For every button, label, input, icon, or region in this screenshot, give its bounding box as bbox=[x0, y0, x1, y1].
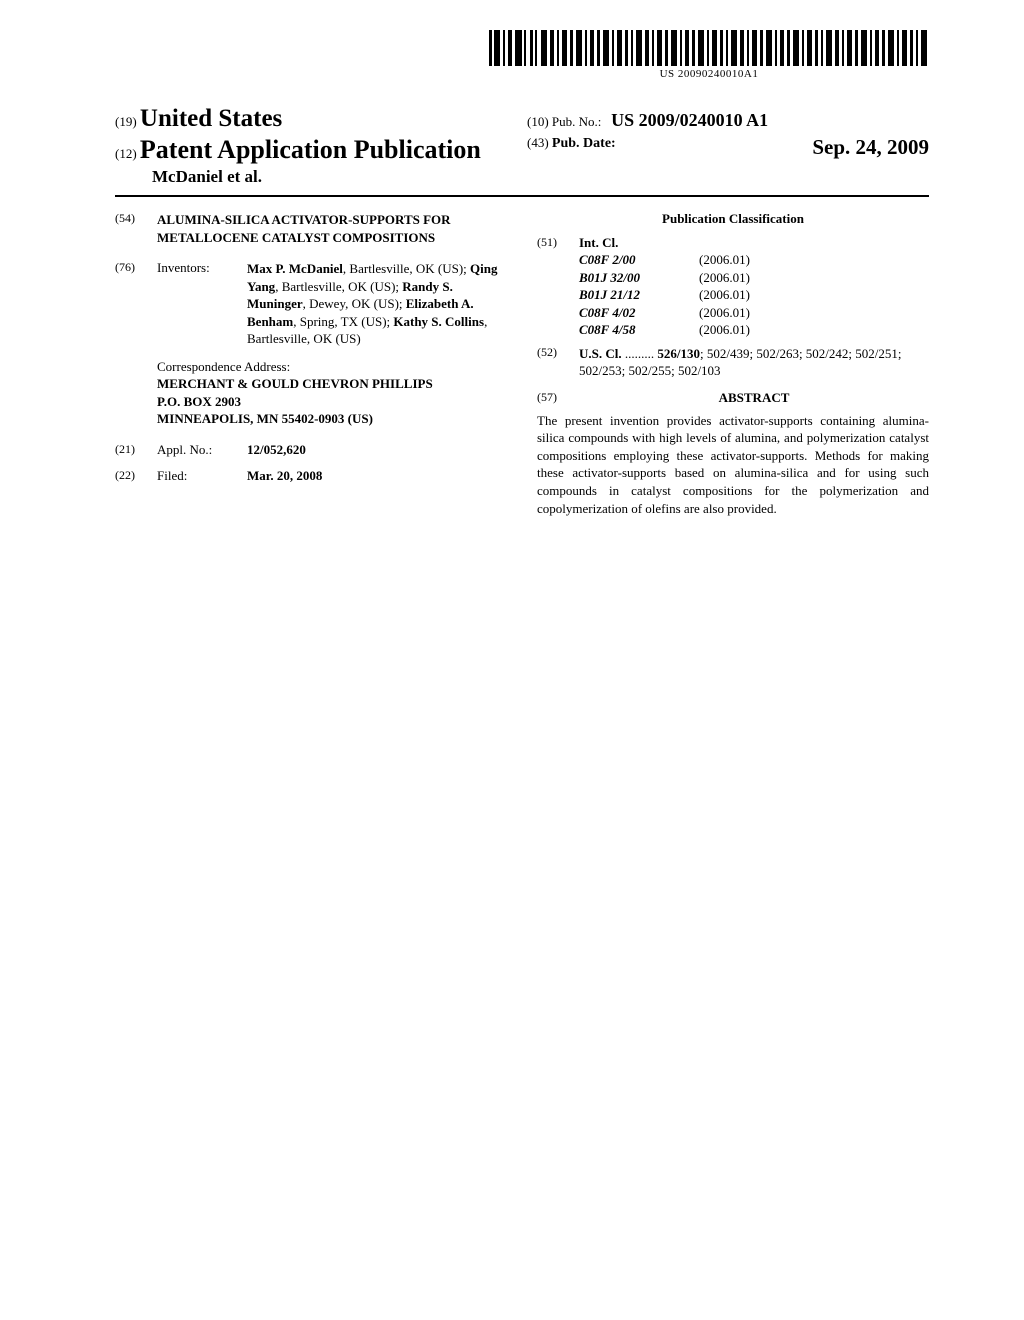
abstract-text: The present invention provides activator… bbox=[537, 412, 929, 517]
intcl-code: B01J 32/00 bbox=[579, 269, 699, 287]
pub-no-line: (10) Pub. No.: US 2009/0240010 A1 bbox=[527, 110, 929, 131]
correspondence-label: Correspondence Address: bbox=[157, 358, 507, 376]
inventors-value: Max P. McDaniel, Bartlesville, OK (US); … bbox=[247, 260, 507, 348]
intcl-code: B01J 21/12 bbox=[579, 286, 699, 304]
filed-label: Filed: bbox=[157, 468, 247, 484]
inventors-label: Inventors: bbox=[157, 260, 247, 348]
intcl-rows: C08F 2/00(2006.01)B01J 32/00(2006.01)B01… bbox=[579, 251, 929, 339]
code-43: (43) bbox=[527, 135, 549, 150]
uscl-dots: ......... bbox=[622, 346, 655, 361]
filed-value: Mar. 20, 2008 bbox=[247, 468, 507, 484]
code-10: (10) bbox=[527, 114, 549, 129]
intcl-code: C08F 4/58 bbox=[579, 321, 699, 339]
country-name: United States bbox=[140, 105, 282, 132]
pub-date-label: Pub. Date: bbox=[552, 136, 616, 151]
pub-date-line: (43) Pub. Date: Sep. 24, 2009 bbox=[527, 135, 929, 152]
abstract-title: ABSTRACT bbox=[579, 390, 929, 406]
code-22: (22) bbox=[115, 468, 157, 484]
code-52: (52) bbox=[537, 345, 579, 380]
code-51: (51) bbox=[537, 235, 579, 339]
correspondence-line1: MERCHANT & GOULD CHEVRON PHILLIPS bbox=[157, 375, 507, 393]
code-12: (12) bbox=[115, 146, 137, 161]
intcl-label: Int. Cl. bbox=[579, 235, 929, 251]
intcl-row: B01J 32/00(2006.01) bbox=[579, 269, 929, 287]
uscl-label: U.S. Cl. bbox=[579, 346, 622, 361]
header-divider bbox=[115, 195, 929, 197]
pub-no-value: US 2009/0240010 A1 bbox=[611, 110, 768, 130]
pub-no-label: Pub. No.: bbox=[552, 114, 601, 129]
pub-date-value: Sep. 24, 2009 bbox=[812, 135, 929, 160]
intcl-row: C08F 4/58(2006.01) bbox=[579, 321, 929, 339]
invention-title: ALUMINA-SILICA ACTIVATOR-SUPPORTS FOR ME… bbox=[157, 211, 507, 246]
code-21: (21) bbox=[115, 442, 157, 458]
correspondence-line3: MINNEAPOLIS, MN 55402-0903 (US) bbox=[157, 410, 507, 428]
classification-title: Publication Classification bbox=[537, 211, 929, 227]
code-57: (57) bbox=[537, 390, 579, 406]
intcl-year: (2006.01) bbox=[699, 304, 929, 322]
barcode: US 20090240010A1 bbox=[489, 30, 929, 80]
appl-no-label: Appl. No.: bbox=[157, 442, 247, 458]
correspondence-line2: P.O. BOX 2903 bbox=[157, 393, 507, 411]
code-19: (19) bbox=[115, 114, 137, 129]
barcode-number: US 20090240010A1 bbox=[489, 68, 929, 80]
barcode-area: US 20090240010A1 bbox=[115, 30, 929, 82]
intcl-code: C08F 2/00 bbox=[579, 251, 699, 269]
intcl-row: C08F 2/00(2006.01) bbox=[579, 251, 929, 269]
publication-type: Patent Application Publication bbox=[140, 135, 481, 164]
code-54: (54) bbox=[115, 211, 157, 246]
uscl-first: 526/130 bbox=[657, 346, 700, 361]
code-76: (76) bbox=[115, 260, 157, 348]
intcl-row: C08F 4/02(2006.01) bbox=[579, 304, 929, 322]
intcl-year: (2006.01) bbox=[699, 251, 929, 269]
intcl-year: (2006.01) bbox=[699, 321, 929, 339]
appl-no-value: 12/052,620 bbox=[247, 442, 507, 458]
pub-type-line: (12) Patent Application Publication bbox=[115, 135, 517, 165]
intcl-code: C08F 4/02 bbox=[579, 304, 699, 322]
country-line: (19) United States bbox=[115, 105, 517, 133]
authors-line: McDaniel et al. bbox=[152, 167, 517, 187]
intcl-year: (2006.01) bbox=[699, 286, 929, 304]
intcl-year: (2006.01) bbox=[699, 269, 929, 287]
intcl-row: B01J 21/12(2006.01) bbox=[579, 286, 929, 304]
